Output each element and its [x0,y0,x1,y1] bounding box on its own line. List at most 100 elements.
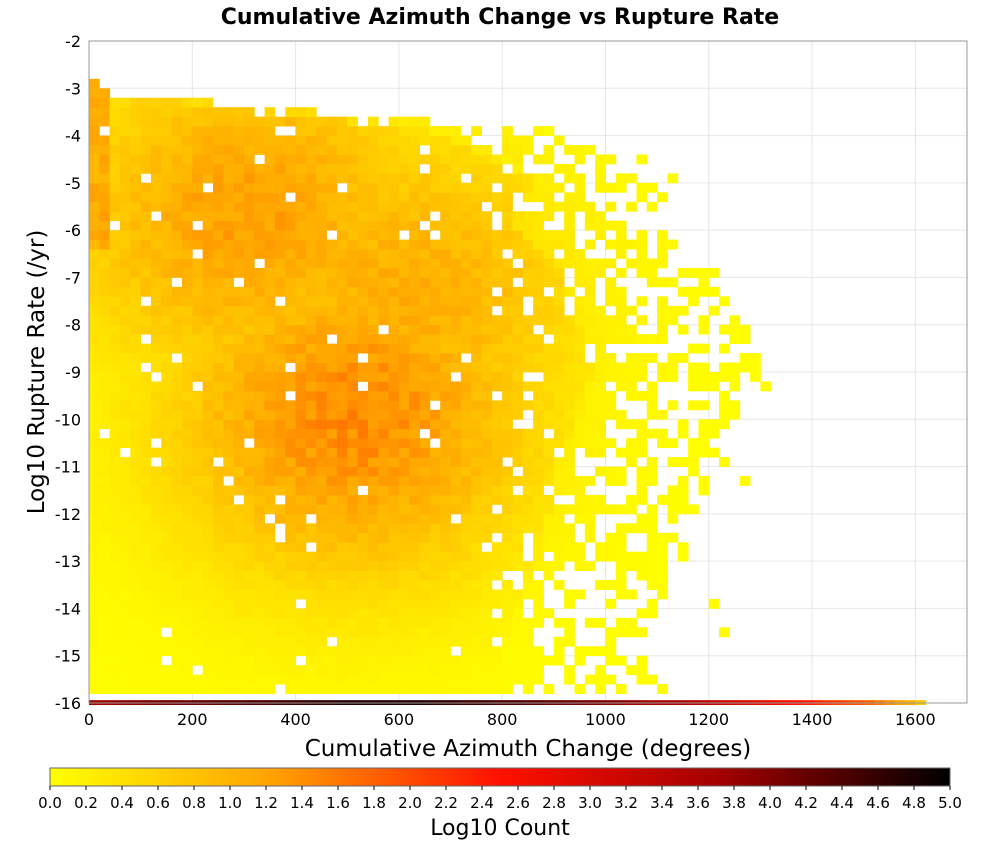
heatmap-cell [171,447,183,458]
heatmap-cell [192,580,204,590]
heatmap-cell [336,447,348,458]
heatmap-cell [89,154,100,165]
heatmap-cell [119,381,131,392]
heatmap-cell [130,324,142,335]
heatmap-cell [378,201,389,212]
heatmap-cell [243,267,255,278]
heatmap-cell [140,646,152,657]
heatmap-cell [99,362,111,373]
y-tick-label: -8 [65,316,81,335]
heatmap-cell [192,163,204,174]
heatmap-cell [460,466,472,477]
heatmap-cell [440,372,451,382]
heatmap-cell [254,646,265,657]
heatmap-cell [367,627,379,638]
heatmap-cell [264,580,276,590]
heatmap-cell [295,372,307,382]
heatmap-cell [419,438,431,449]
heatmap-cell [533,277,544,288]
heatmap-cell [109,636,121,647]
heatmap-cell [502,211,513,222]
heatmap-cell [388,542,400,553]
heatmap-cell [378,485,389,496]
heatmap-cell [161,353,173,363]
heatmap-cell [161,239,173,250]
heatmap-cell [326,419,338,430]
heatmap-cell [481,485,493,496]
heatmap-cell [223,192,235,203]
heatmap-cell [440,674,451,685]
heatmap-cell [584,277,596,288]
heatmap-cell [688,267,699,278]
heatmap-cell [646,466,658,477]
heatmap-cell [192,532,204,543]
heatmap-cell [119,343,131,354]
heatmap-cell [140,135,152,146]
heatmap-cell [89,532,100,543]
heatmap-cell [409,513,420,524]
heatmap-cell [192,277,204,288]
heatmap-cell [254,457,265,467]
heatmap-cell [130,409,142,420]
heatmap-cell [491,665,503,676]
heatmap-cell [667,173,679,184]
heatmap-cell [388,665,400,676]
heatmap-cell [677,267,689,278]
heatmap-cell [212,438,224,449]
heatmap-cell [419,400,431,411]
heatmap-cell [667,315,679,326]
heatmap-cell [130,494,142,505]
heatmap-cell [574,324,586,335]
heatmap-cell [491,409,503,420]
heatmap-cell [99,476,111,486]
heatmap-cell [398,154,410,165]
y-axis-ticks: -2-3-4-5-6-7-8-9-10-11-12-13-14-15-16 [55,32,81,713]
heatmap-cell [233,145,245,155]
heatmap-cell [595,154,606,165]
heatmap-cell [409,400,420,411]
heatmap-cell [109,381,121,392]
heatmap-cell [615,239,627,250]
heatmap-cell [398,277,410,288]
heatmap-cell [89,589,100,600]
heatmap-cell [140,126,152,136]
heatmap-cell [615,447,627,458]
heatmap-cell [150,258,162,269]
heatmap-cell [357,192,369,203]
heatmap-cell [305,523,317,534]
heatmap-cell [440,334,451,345]
heatmap-cell-outlier [657,684,668,694]
heatmap-cell [347,428,358,439]
heatmap-cell [161,674,173,685]
heatmap-cell [533,409,544,420]
heatmap-cell [150,230,162,240]
heatmap-cell [202,608,214,619]
heatmap-cell [564,504,575,515]
heatmap-cell [450,182,462,193]
heatmap-cell [491,476,503,486]
heatmap-cell [243,211,255,222]
heatmap-cell [223,362,235,373]
heatmap-cell [636,608,648,619]
heatmap-cell [316,390,327,401]
heatmap-cell [305,182,317,193]
heatmap-cell [336,636,348,647]
y-tick-label: -11 [55,458,81,477]
heatmap-cell [212,665,224,676]
heatmap-cell [316,192,327,203]
heatmap-cell [140,494,152,505]
heatmap-cell [460,409,472,420]
heatmap-cell [99,485,111,496]
heatmap-cell [254,513,265,524]
colorbar-tick-label: 3.4 [650,794,674,812]
heatmap-cell [192,315,204,326]
heatmap-cell [491,627,503,638]
heatmap-cell [150,239,162,250]
heatmap-cell [543,182,555,193]
heatmap-cell [367,551,379,562]
heatmap-cell [202,277,214,288]
heatmap-cell [564,173,575,184]
heatmap-cell [574,438,586,449]
heatmap-cell [161,258,173,269]
